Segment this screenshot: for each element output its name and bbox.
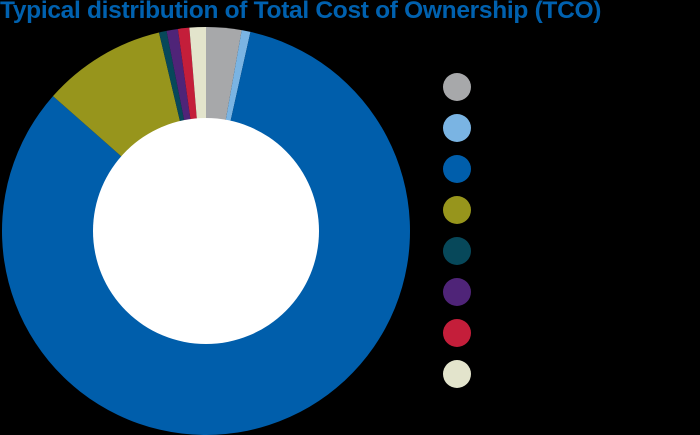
- legend: [443, 66, 485, 394]
- legend-item: [443, 148, 485, 189]
- legend-item: [443, 230, 485, 271]
- donut-hole: [93, 118, 319, 344]
- legend-swatch-icon: [443, 318, 471, 347]
- legend-swatch-icon: [443, 113, 471, 142]
- legend-swatch-icon: [443, 72, 471, 101]
- legend-item: [443, 66, 485, 107]
- legend-swatch-icon: [443, 277, 471, 306]
- legend-item: [443, 312, 485, 353]
- legend-item: [443, 189, 485, 230]
- legend-item: [443, 353, 485, 394]
- legend-item: [443, 107, 485, 148]
- legend-swatch-icon: [443, 154, 471, 183]
- legend-item: [443, 271, 485, 312]
- legend-swatch-icon: [443, 195, 471, 224]
- legend-swatch-icon: [443, 236, 471, 265]
- legend-swatch-icon: [443, 359, 471, 388]
- chart-title: Typical distribution of Total Cost of Ow…: [0, 0, 602, 24]
